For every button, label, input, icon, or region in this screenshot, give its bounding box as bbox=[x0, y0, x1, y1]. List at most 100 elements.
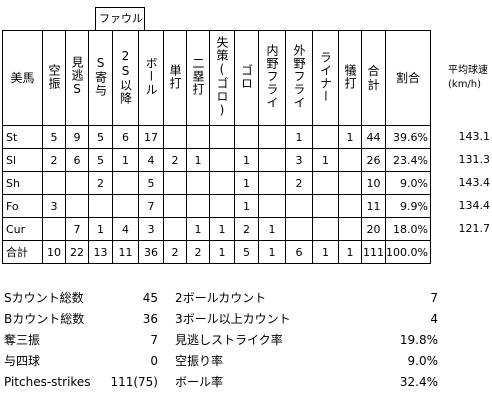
table-cell bbox=[258, 171, 286, 195]
table-cell bbox=[42, 171, 66, 195]
summary-label: 2ボールカウント bbox=[175, 291, 267, 305]
table-cell: 1 bbox=[186, 217, 210, 241]
table-cell: 1 bbox=[258, 217, 286, 241]
table-cell: 36 bbox=[138, 240, 164, 264]
table-cell bbox=[163, 171, 187, 195]
table-cell bbox=[209, 194, 235, 218]
table-cell: 1 bbox=[209, 217, 235, 241]
avg-speed-column: 平均球速(km/h) 143.1 131.3 143.4 134.4 121.7 bbox=[448, 30, 492, 263]
summary-label: 奪三振 bbox=[4, 333, 41, 347]
table-cell: 111 bbox=[361, 240, 386, 264]
table-row: 合計 10 22 13 11 36 2 2 1 5 1 6 1 1 111 100.0% bbox=[2, 240, 431, 264]
table-cell bbox=[312, 125, 339, 149]
table-cell: 3 bbox=[42, 194, 66, 218]
table-row: St 5 9 5 6 17 1 1 44 39.6% bbox=[2, 125, 431, 149]
table-cell bbox=[209, 125, 235, 149]
summary-label: Bカウント総数 bbox=[4, 312, 85, 326]
table-cell: 1 bbox=[234, 148, 259, 172]
summary-label: 与四球 bbox=[4, 354, 41, 368]
summary-value: 36 bbox=[142, 312, 158, 326]
column-header: 合計 bbox=[361, 30, 386, 126]
table-cell: 44 bbox=[361, 125, 386, 149]
table-cell: 26 bbox=[361, 148, 386, 172]
table-cell: 9.0% bbox=[385, 171, 431, 195]
table-cell: 6 bbox=[285, 240, 313, 264]
avg-speed-value: 143.4 bbox=[458, 176, 491, 189]
row-label: Fo bbox=[2, 194, 43, 218]
summary-label: ボール率 bbox=[175, 375, 224, 389]
column-header: ボール bbox=[138, 30, 164, 126]
table-cell: 23.4% bbox=[385, 148, 431, 172]
table-cell: 2 bbox=[285, 171, 313, 195]
table-cell: 4 bbox=[138, 148, 164, 172]
summary-value: 32.4% bbox=[399, 375, 438, 389]
table-cell: 5 bbox=[88, 125, 113, 149]
table-row: Sh 2 5 1 2 10 9.0% bbox=[2, 171, 431, 195]
table-cell bbox=[88, 194, 113, 218]
table-cell: 1 bbox=[88, 217, 113, 241]
avg-speed-header: 平均球速(km/h) bbox=[448, 64, 488, 90]
table-cell: 1 bbox=[186, 148, 210, 172]
table-cell bbox=[65, 194, 89, 218]
avg-speed-value: 143.1 bbox=[458, 130, 491, 143]
summary-value: 45 bbox=[142, 291, 158, 305]
column-header: 失策(ゴロ) bbox=[209, 30, 235, 126]
avg-speed-value: 131.3 bbox=[458, 153, 491, 166]
table-cell bbox=[42, 217, 66, 241]
table-cell bbox=[258, 194, 286, 218]
summary-value: 9.0% bbox=[407, 354, 439, 368]
table-cell: 5 bbox=[234, 240, 259, 264]
avg-speed-value bbox=[448, 240, 492, 263]
table-cell: 3 bbox=[138, 217, 164, 241]
row-label: Cur bbox=[2, 217, 43, 241]
table-cell bbox=[338, 217, 362, 241]
row-label: Sh bbox=[2, 171, 43, 195]
table-cell: 6 bbox=[65, 148, 89, 172]
table-cell bbox=[312, 217, 339, 241]
column-header: ゴロ bbox=[234, 30, 259, 126]
table-cell: 1 bbox=[338, 240, 362, 264]
column-header: S寄与 bbox=[88, 30, 113, 126]
table-cell bbox=[163, 194, 187, 218]
table-cell: 10 bbox=[42, 240, 66, 264]
table-cell: 1 bbox=[312, 240, 339, 264]
summary-value: 19.8% bbox=[399, 333, 438, 347]
column-header: 単打 bbox=[163, 30, 187, 126]
avg-speed-value: 134.4 bbox=[458, 199, 491, 212]
table-cell: 9 bbox=[65, 125, 89, 149]
column-header: 二塁打 bbox=[186, 30, 210, 126]
summary-value: 111(75) bbox=[110, 375, 158, 389]
table-cell: 11 bbox=[361, 194, 386, 218]
table-cell: 1 bbox=[234, 194, 259, 218]
table-cell bbox=[285, 217, 313, 241]
summary-label: 空振り率 bbox=[175, 354, 224, 368]
summary-label: 3ボール以上カウント bbox=[175, 312, 291, 326]
table-cell: 13 bbox=[88, 240, 113, 264]
table-cell: 10 bbox=[361, 171, 386, 195]
table-cell: 7 bbox=[65, 217, 89, 241]
table-cell: 17 bbox=[138, 125, 164, 149]
summary-section: Sカウント総数 45 2ボールカウント 7 Bカウント総数 36 3ボール以上カウント 4 奪三… bbox=[4, 288, 444, 393]
row-label: St bbox=[2, 125, 43, 149]
summary-row: Pitches-strikes 111(75) ボール率 32.4% bbox=[4, 372, 444, 393]
table-cell: 1 bbox=[258, 240, 286, 264]
table-cell bbox=[312, 171, 339, 195]
table-cell bbox=[186, 171, 210, 195]
table-cell bbox=[186, 125, 210, 149]
summary-row: 奪三振 7 見逃しストライク率 19.8% bbox=[4, 330, 444, 351]
table-cell bbox=[209, 148, 235, 172]
column-header: 空振 bbox=[42, 30, 66, 126]
table-cell bbox=[338, 194, 362, 218]
table-cell bbox=[338, 171, 362, 195]
table-cell: 4 bbox=[112, 217, 139, 241]
table-cell bbox=[209, 171, 235, 195]
table-cell bbox=[112, 194, 139, 218]
pitch-stats-table: 美馬 空振 見逃S S寄与 2S以降 ボール 単打 二塁打 失策(ゴロ) ゴロ 内野フライ 外野フライ… bbox=[2, 30, 431, 264]
table-cell: 1 bbox=[234, 171, 259, 195]
summary-row: Bカウント総数 36 3ボール以上カウント 4 bbox=[4, 309, 444, 330]
summary-row: 与四球 0 空振り率 9.0% bbox=[4, 351, 444, 372]
table-cell bbox=[163, 125, 187, 149]
table-cell: 1 bbox=[112, 148, 139, 172]
summary-label: Pitches-strikes bbox=[4, 375, 91, 389]
summary-value: 0 bbox=[150, 354, 158, 368]
